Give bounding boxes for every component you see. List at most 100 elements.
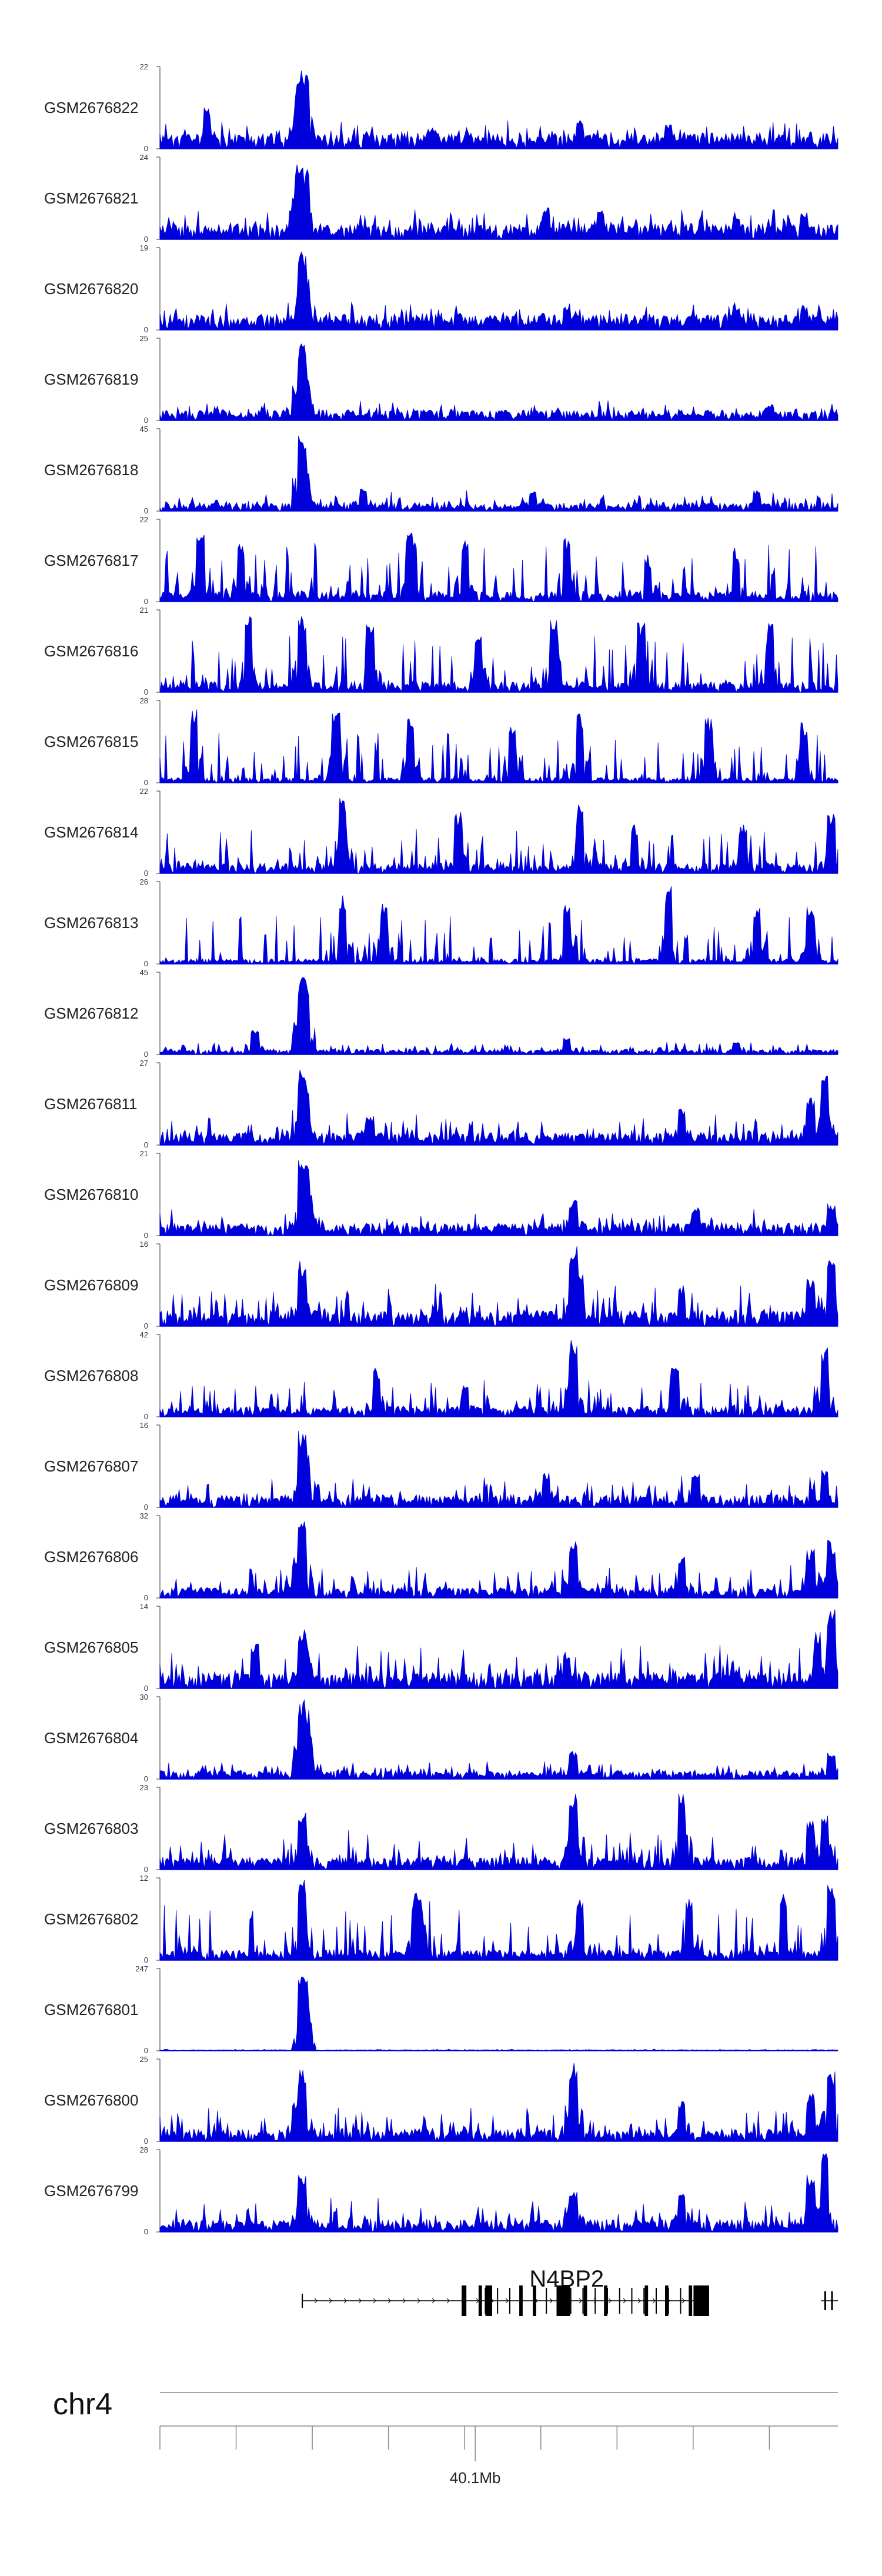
y-min-label: 0 (144, 959, 148, 968)
chromosome-label: chr4 (53, 2387, 112, 2421)
neighbor-gene-exon (824, 2291, 826, 2310)
gene-annotation-track: N4BP2 (302, 2266, 838, 2316)
y-min-label: 0 (144, 1322, 148, 1330)
y-min-label: 0 (144, 1140, 148, 1149)
y-max-label: 23 (140, 1783, 148, 1792)
track-label: GSM2676822 (44, 99, 138, 116)
track-GSM2676803: GSM2676803 23 0 (44, 1783, 838, 1874)
strand-chevron (637, 2298, 641, 2304)
coverage-profile (159, 2063, 838, 2142)
strand-chevron (446, 2298, 450, 2304)
y-max-label: 22 (140, 787, 148, 796)
y-max-label: 24 (140, 153, 148, 162)
track-label: GSM2676820 (44, 280, 138, 298)
gene-exon (462, 2285, 467, 2316)
y-min-label: 0 (144, 506, 148, 515)
track-GSM2676802: GSM2676802 12 0 (44, 1874, 838, 1964)
track-label: GSM2676800 (44, 2091, 138, 2109)
gene-exon (478, 2285, 482, 2316)
coverage-profile (159, 435, 838, 512)
coverage-profile (159, 1340, 838, 1418)
coverage-profile (159, 709, 838, 783)
coverage-profile (159, 251, 838, 331)
track-GSM2676813: GSM2676813 26 0 (44, 877, 838, 968)
coverage-profile (159, 2153, 838, 2233)
track-GSM2676821: GSM2676821 24 0 (44, 153, 838, 243)
track-label: GSM2676804 (44, 1729, 138, 1747)
track-label: GSM2676812 (44, 1005, 138, 1022)
track-GSM2676808: GSM2676808 42 0 (44, 1330, 838, 1421)
strand-chevron (652, 2298, 656, 2304)
y-max-label: 25 (140, 334, 148, 343)
track-GSM2676814: GSM2676814 22 0 (44, 787, 838, 877)
gene-exon (604, 2285, 607, 2316)
y-max-label: 22 (140, 62, 148, 71)
y-min-label: 0 (144, 1774, 148, 1783)
y-max-label: 16 (140, 1240, 148, 1249)
track-label: GSM2676816 (44, 642, 138, 660)
y-min-label: 0 (144, 778, 148, 787)
y-max-label: 22 (140, 515, 148, 524)
coverage-profile (159, 164, 838, 240)
track-GSM2676809: GSM2676809 16 0 (44, 1240, 838, 1330)
neighbor-gene-exon (831, 2291, 833, 2310)
y-max-label: 247 (135, 1964, 148, 1973)
track-GSM2676817: GSM2676817 22 0 (44, 515, 838, 606)
track-label: GSM2676807 (44, 1457, 138, 1475)
strand-chevron (505, 2298, 509, 2304)
track-label: GSM2676815 (44, 733, 138, 750)
track-GSM2676807: GSM2676807 16 0 (44, 1421, 838, 1511)
coverage-profile (159, 976, 838, 1056)
track-GSM2676805: GSM2676805 14 0 (44, 1602, 838, 1693)
coverage-profile (159, 1793, 838, 1871)
track-label: GSM2676806 (44, 1548, 138, 1566)
y-max-label: 32 (140, 1511, 148, 1520)
y-min-label: 0 (144, 1231, 148, 1240)
coverage-profile (159, 1431, 838, 1509)
track-label: GSM2676805 (44, 1639, 138, 1656)
coverage-profile (159, 798, 838, 875)
y-max-label: 45 (140, 968, 148, 977)
y-min-label: 0 (144, 1684, 148, 1693)
track-label: GSM2676809 (44, 1276, 138, 1294)
y-min-label: 0 (144, 1956, 148, 1964)
coverage-profile (159, 532, 838, 603)
gene-exon (485, 2285, 492, 2316)
y-min-label: 0 (144, 325, 148, 334)
y-max-label: 27 (140, 1059, 148, 1067)
gene-exon (519, 2285, 523, 2316)
track-GSM2676800: GSM2676800 25 0 (44, 2055, 838, 2145)
y-min-label: 0 (144, 1593, 148, 1602)
track-label: GSM2676801 (44, 2001, 138, 2018)
strand-chevron (579, 2298, 582, 2304)
track-label: GSM2676803 (44, 1820, 138, 1837)
track-label: GSM2676814 (44, 823, 138, 841)
track-label: GSM2676821 (44, 189, 138, 207)
track-GSM2676804: GSM2676804 30 0 (44, 1693, 838, 1783)
y-min-label: 0 (144, 1503, 148, 1511)
y-max-label: 25 (140, 2055, 148, 2064)
track-label: GSM2676810 (44, 1186, 138, 1203)
track-label: GSM2676818 (44, 461, 138, 479)
y-max-label: 19 (140, 243, 148, 252)
coverage-profile (159, 1699, 838, 1780)
track-label: GSM2676817 (44, 552, 138, 569)
coverage-profile (159, 1160, 838, 1236)
gene-exon (664, 2285, 669, 2316)
coverage-profile (159, 71, 838, 150)
y-max-label: 45 (140, 425, 148, 433)
y-min-label: 0 (144, 597, 148, 606)
track-GSM2676811: GSM2676811 27 0 (44, 1059, 838, 1149)
strand-chevron (329, 2298, 332, 2304)
y-min-label: 0 (144, 1050, 148, 1059)
track-GSM2676799: GSM2676799 28 0 (44, 2145, 838, 2236)
coverage-profile (159, 1880, 838, 1961)
gene-exon (689, 2285, 693, 2316)
gene-exon (644, 2285, 649, 2316)
chromosome-axis: chr4 40.1Mb (53, 2387, 838, 2487)
y-min-label: 0 (144, 688, 148, 696)
strand-chevron (549, 2298, 553, 2304)
y-max-label: 16 (140, 1421, 148, 1430)
y-min-label: 0 (144, 1412, 148, 1421)
